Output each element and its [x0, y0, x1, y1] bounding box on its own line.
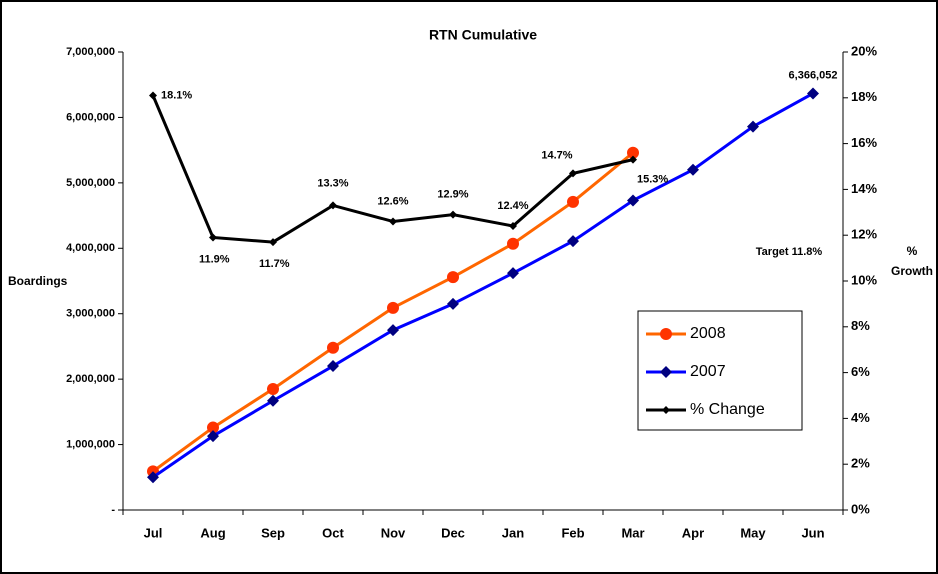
y-tick-label: 4,000,000	[66, 242, 115, 254]
point	[269, 238, 277, 247]
y-tick-label: 7,000,000	[66, 46, 115, 58]
y-tick-label: 6,000,000	[66, 111, 115, 123]
annotation: Target 11.8%	[756, 246, 823, 258]
chart-title: RTN Cumulative	[429, 27, 537, 43]
data-label: 15.3%	[637, 174, 668, 186]
data-label: 11.9%	[199, 253, 230, 265]
point	[207, 421, 219, 434]
data-label: 13.3%	[317, 177, 348, 189]
point	[660, 366, 672, 378]
x-tick-label: Jul	[144, 525, 163, 540]
y-tick-label: 2,000,000	[66, 373, 115, 385]
point	[447, 271, 459, 284]
y2-tick-label: 14%	[851, 181, 877, 196]
y-tick-label: 3,000,000	[66, 308, 115, 320]
y2-tick-label: 10%	[851, 272, 877, 287]
series-line	[152, 92, 814, 479]
point	[687, 163, 699, 176]
legend: 2008 2007 % Change	[637, 310, 803, 431]
point	[389, 217, 397, 226]
y2-tick-label: 0%	[851, 501, 870, 516]
y-tick-label: 5,000,000	[66, 177, 115, 189]
x-tick-label: Mar	[621, 525, 644, 540]
point	[507, 267, 519, 280]
point	[747, 120, 759, 133]
point	[387, 301, 399, 314]
point	[327, 341, 339, 354]
y2-tick-label: 16%	[851, 135, 877, 150]
y2-tick-label: 20%	[851, 43, 877, 58]
point	[387, 324, 399, 337]
point	[627, 194, 639, 207]
point	[267, 382, 279, 395]
data-label: 12.4%	[497, 200, 528, 212]
x-tick-label: Dec	[441, 525, 465, 540]
data-label: 11.7%	[259, 258, 290, 270]
y-axis-label: Boardings	[8, 274, 68, 288]
y-tick-label: 1,000,000	[66, 438, 115, 450]
point	[149, 91, 157, 100]
data-label: 6,366,052	[789, 69, 838, 81]
legend-label: 2008	[690, 325, 726, 342]
y2-tick-label: 4%	[851, 410, 870, 425]
legend-label: % Change	[690, 401, 765, 418]
y-tick-label: -	[111, 504, 115, 516]
point	[662, 406, 670, 414]
y2-tick-label: 8%	[851, 318, 870, 333]
x-tick-label: Jan	[502, 525, 524, 540]
point	[627, 146, 639, 159]
point	[507, 237, 519, 250]
data-label: 12.9%	[437, 188, 468, 200]
x-tick-label: Jun	[801, 525, 824, 540]
point	[449, 210, 457, 219]
legend-label: 2007	[690, 363, 726, 380]
data-label: 12.6%	[377, 195, 408, 207]
x-tick-label: Aug	[200, 525, 225, 540]
y2-axis-label: % Growth	[891, 244, 933, 278]
x-tick-label: Oct	[322, 525, 344, 540]
y2-tick-label: 12%	[851, 227, 877, 242]
y2-tick-label: 18%	[851, 89, 877, 104]
point	[509, 222, 517, 231]
point	[207, 430, 219, 443]
point	[209, 233, 217, 242]
point	[327, 360, 339, 373]
point	[567, 235, 579, 248]
point	[629, 155, 637, 164]
point	[267, 394, 279, 407]
data-label: 18.1%	[161, 89, 192, 101]
x-tick-label: Feb	[561, 525, 584, 540]
point	[660, 328, 672, 340]
x-tick-label: Nov	[381, 525, 406, 540]
point	[567, 195, 579, 208]
y2-tick-label: 6%	[851, 364, 870, 379]
point	[329, 201, 337, 210]
x-tick-label: Sep	[261, 525, 285, 540]
data-label: 14.7%	[541, 149, 572, 161]
point	[807, 87, 819, 100]
point	[569, 169, 577, 178]
x-tick-label: Apr	[682, 525, 704, 540]
point	[447, 297, 459, 310]
point	[147, 471, 159, 484]
y2-tick-label: 2%	[851, 456, 870, 471]
x-tick-label: May	[740, 525, 766, 540]
